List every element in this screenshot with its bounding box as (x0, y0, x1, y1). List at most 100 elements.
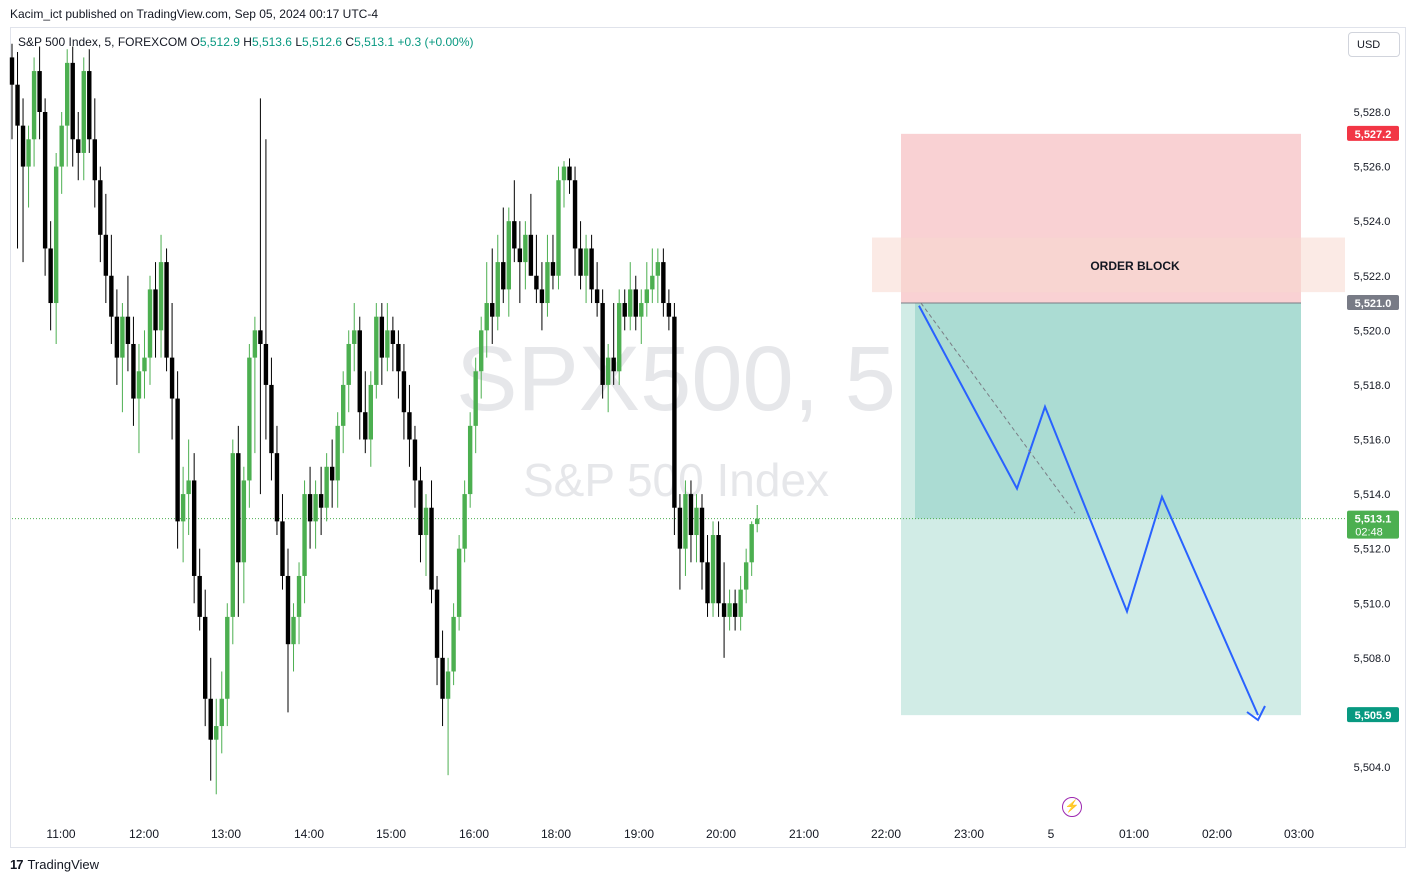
candle[interactable] (677, 494, 683, 590)
candle[interactable] (501, 207, 506, 304)
candle[interactable] (31, 57, 37, 167)
candle[interactable] (81, 57, 86, 181)
candle[interactable] (721, 562, 727, 658)
candle[interactable] (743, 548, 749, 604)
order-block-zone[interactable] (872, 237, 1345, 293)
candle[interactable] (694, 494, 699, 563)
candle[interactable] (396, 330, 401, 399)
candle[interactable] (9, 43, 15, 140)
candle[interactable] (401, 343, 407, 440)
candle[interactable] (48, 221, 53, 331)
candle[interactable] (479, 316, 484, 399)
candle[interactable] (528, 193, 534, 276)
candle[interactable] (169, 303, 175, 440)
candle[interactable] (203, 589, 208, 727)
candle[interactable] (456, 535, 462, 631)
candle[interactable] (208, 657, 213, 781)
candle[interactable] (296, 562, 302, 645)
symbol-name[interactable]: S&P 500 Index, 5, FOREXCOM (18, 35, 188, 49)
candle[interactable] (103, 193, 109, 304)
candle[interactable] (368, 371, 373, 467)
candle[interactable] (147, 275, 153, 385)
candle[interactable] (412, 425, 418, 508)
target-price-label[interactable]: 5,505.9 (1347, 707, 1399, 723)
candle[interactable] (318, 466, 324, 536)
candle[interactable] (180, 466, 186, 563)
candle[interactable] (230, 439, 235, 645)
candle[interactable] (136, 343, 142, 454)
candle[interactable] (252, 316, 258, 454)
candle[interactable] (572, 166, 578, 276)
candle[interactable] (556, 166, 561, 290)
candle[interactable] (197, 548, 202, 631)
candle[interactable] (732, 589, 738, 631)
candle[interactable] (164, 248, 169, 372)
candle[interactable] (467, 412, 473, 508)
candle[interactable] (666, 289, 672, 331)
candle[interactable] (247, 343, 252, 508)
candle[interactable] (390, 316, 396, 372)
candle[interactable] (517, 221, 523, 304)
candle[interactable] (434, 575, 440, 686)
candle[interactable] (716, 521, 721, 617)
candle[interactable] (269, 357, 274, 481)
candle[interactable] (346, 330, 351, 413)
candle[interactable] (550, 234, 556, 290)
candle[interactable] (633, 275, 638, 331)
candle[interactable] (385, 303, 390, 372)
currency-button[interactable]: USD (1348, 32, 1400, 57)
candle[interactable] (407, 384, 412, 467)
candle[interactable] (523, 221, 528, 290)
candle[interactable] (42, 98, 48, 276)
candle[interactable] (26, 125, 31, 208)
candle[interactable] (379, 303, 385, 385)
candle[interactable] (186, 439, 191, 536)
candle[interactable] (512, 180, 517, 263)
candle[interactable] (191, 453, 197, 604)
candle[interactable] (429, 480, 434, 604)
candle[interactable] (158, 234, 164, 358)
candle[interactable] (307, 466, 313, 549)
candle[interactable] (661, 248, 666, 317)
candle[interactable] (440, 630, 445, 727)
candle[interactable] (490, 248, 495, 344)
candle[interactable] (639, 289, 644, 344)
candle[interactable] (710, 521, 716, 617)
tradingview-logo[interactable]: 17 TradingView (10, 857, 99, 872)
candle[interactable] (341, 371, 346, 454)
candle[interactable] (37, 46, 42, 140)
candle[interactable] (578, 221, 583, 290)
candle[interactable] (622, 289, 627, 331)
candle[interactable] (92, 98, 97, 208)
candle[interactable] (219, 671, 224, 754)
candle[interactable] (534, 234, 539, 304)
candle[interactable] (705, 535, 710, 617)
candle[interactable] (755, 505, 760, 533)
lightning-icon[interactable]: ⚡ (1062, 797, 1082, 817)
candle[interactable] (418, 466, 423, 563)
current-price-label[interactable]: 5,513.102:48 (1347, 510, 1399, 539)
candle[interactable] (451, 603, 456, 686)
candle[interactable] (53, 152, 59, 344)
candle[interactable] (600, 289, 605, 399)
candle[interactable] (175, 371, 180, 549)
candle[interactable] (98, 166, 103, 263)
candle[interactable] (561, 161, 567, 208)
candle[interactable] (567, 158, 572, 194)
candle[interactable] (324, 453, 329, 522)
candle[interactable] (142, 330, 147, 399)
candle[interactable] (484, 262, 489, 358)
candle[interactable] (20, 98, 26, 263)
candle[interactable] (583, 234, 589, 304)
candle[interactable] (445, 657, 451, 776)
candle[interactable] (699, 494, 705, 590)
candle[interactable] (495, 234, 500, 331)
candle[interactable] (291, 603, 296, 672)
candle[interactable] (225, 603, 230, 727)
candle[interactable] (302, 480, 307, 604)
candle[interactable] (236, 425, 241, 617)
candle[interactable] (363, 371, 368, 454)
candle[interactable] (114, 289, 120, 385)
candle[interactable] (15, 51, 20, 249)
